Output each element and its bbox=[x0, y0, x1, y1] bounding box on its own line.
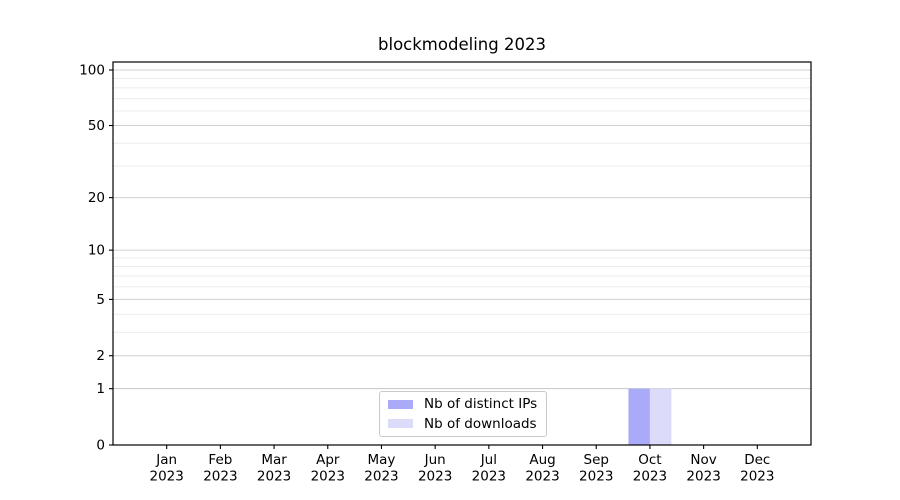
x-tick-label-month-jul: Jul bbox=[480, 452, 497, 468]
chart-title: blockmodeling 2023 bbox=[378, 35, 546, 54]
x-tick-label-year-jul: 2023 bbox=[472, 469, 506, 485]
x-tick-label-month-feb: Feb bbox=[208, 452, 232, 468]
y-tick-label-5: 5 bbox=[96, 292, 105, 308]
legend: Nb of distinct IPs Nb of downloads bbox=[379, 391, 547, 437]
minor-gridlines bbox=[113, 77, 811, 333]
major-gridlines bbox=[113, 69, 811, 390]
bar-oct-distinct-ips bbox=[628, 388, 650, 445]
y-tick-label-1: 1 bbox=[96, 381, 105, 397]
legend-item-downloads: Nb of downloads bbox=[388, 415, 538, 433]
bar-oct-downloads bbox=[649, 388, 672, 445]
bar-series bbox=[628, 388, 672, 445]
legend-label-downloads: Nb of downloads bbox=[424, 415, 537, 432]
x-tick-label-month-nov: Nov bbox=[690, 452, 716, 468]
legend-label-distinct-ips: Nb of distinct IPs bbox=[424, 396, 538, 413]
x-tick-label-month-jun: Jun bbox=[424, 452, 446, 468]
x-tick-label-year-jun: 2023 bbox=[418, 469, 452, 485]
x-tick-label-month-dec: Dec bbox=[744, 452, 770, 468]
y-tick-label-50: 50 bbox=[88, 118, 105, 134]
x-tick-label-year-mar: 2023 bbox=[257, 469, 291, 485]
x-tick-label-month-aug: Aug bbox=[529, 452, 555, 468]
x-tick-label-year-oct: 2023 bbox=[633, 469, 667, 485]
x-tick-label-month-jan: Jan bbox=[155, 452, 177, 468]
x-tick-label-year-may: 2023 bbox=[364, 469, 398, 485]
x-tick-label-year-apr: 2023 bbox=[311, 469, 345, 485]
y-axis-ticks: 0 1 2 5 10 20 50 100 bbox=[79, 63, 113, 454]
x-tick-label-month-apr: Apr bbox=[316, 452, 340, 468]
x-tick-label-month-sep: Sep bbox=[584, 452, 609, 468]
x-tick-label-month-may: May bbox=[368, 452, 396, 468]
x-tick-label-year-aug: 2023 bbox=[525, 469, 559, 485]
x-tick-label-month-mar: Mar bbox=[261, 452, 287, 468]
x-tick-label-year-jan: 2023 bbox=[150, 469, 184, 485]
y-tick-label-10: 10 bbox=[88, 243, 105, 259]
y-tick-label-2: 2 bbox=[96, 348, 105, 364]
x-tick-label-month-oct: Oct bbox=[638, 452, 661, 468]
x-tick-label-year-sep: 2023 bbox=[579, 469, 613, 485]
x-tick-label-year-dec: 2023 bbox=[740, 469, 774, 485]
x-axis-ticks: Jan2023Feb2023Mar2023Apr2023May2023Jun20… bbox=[150, 445, 774, 485]
x-tick-label-year-feb: 2023 bbox=[203, 469, 237, 485]
legend-item-distinct-ips: Nb of distinct IPs bbox=[388, 395, 538, 413]
axes-frame bbox=[112, 61, 812, 446]
plot-frame bbox=[112, 61, 812, 446]
x-tick-label-year-nov: 2023 bbox=[686, 469, 720, 485]
y-tick-label-100: 100 bbox=[79, 63, 105, 79]
y-tick-label-0: 0 bbox=[96, 438, 105, 454]
y-tick-label-20: 20 bbox=[88, 190, 105, 206]
legend-swatch-downloads bbox=[388, 419, 413, 429]
legend-swatch-distinct-ips bbox=[388, 399, 413, 409]
